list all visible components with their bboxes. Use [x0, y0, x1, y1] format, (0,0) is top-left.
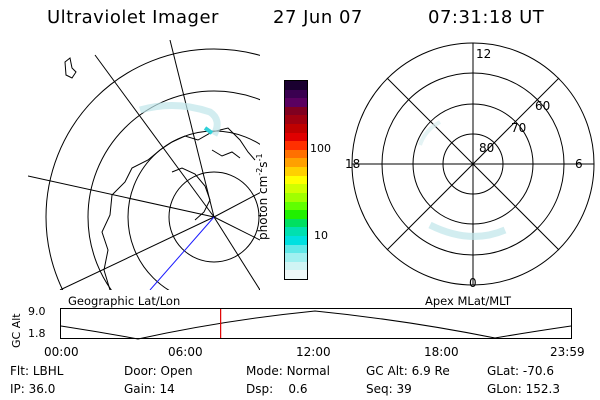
colorbar-tick-100: 100: [310, 142, 331, 155]
colorbar-segment: [285, 149, 307, 159]
glat-info: GLat: -70.6: [487, 364, 554, 378]
mode-info: Mode: Normal: [246, 364, 330, 378]
colorbar-segment: [285, 124, 307, 133]
colorbar-segment: [285, 261, 307, 271]
gc-alt-axis-label: GC Alt: [10, 313, 23, 348]
alt-tick-min: 1.8: [28, 327, 46, 340]
meridian-line: [169, 40, 215, 218]
colorbar-unit-label: photon cm-2s-1: [255, 153, 270, 240]
date-label: 27 Jun 07: [273, 7, 363, 28]
glon-info: GLon: 152.3: [487, 382, 560, 396]
colorbar-segment: [285, 184, 307, 193]
dsp-info: Dsp: 0.6: [246, 382, 308, 396]
seq-info: Seq: 39: [366, 382, 412, 396]
meridian-line: [213, 216, 260, 290]
colorbar-segment: [285, 81, 307, 90]
filter-info: Flt: LBHL: [10, 364, 64, 378]
meridian-line: [28, 175, 215, 218]
colorbar-segment: [285, 270, 307, 279]
latitude-circle: [45, 48, 260, 290]
colorbar-tick-10: 10: [314, 229, 328, 242]
colorbar-segment: [285, 253, 307, 262]
mlt-label-6: 6: [575, 157, 583, 171]
lat-label-80: 80: [479, 141, 494, 155]
meridian-line: [94, 54, 215, 218]
auroral-emission: [428, 221, 507, 240]
colorbar-segment: [285, 175, 307, 185]
colorbar-segment: [285, 235, 307, 245]
instrument-title: Ultraviolet Imager: [47, 7, 219, 28]
polar-plot: 12 0 18 6 60 70 80: [345, 42, 595, 290]
colorbar-segment: [285, 98, 307, 107]
time-tick-1200: 12:00: [296, 345, 331, 359]
colorbar-segment: [285, 132, 307, 142]
latitude-circle: [87, 90, 260, 290]
colorbar-segment: [285, 244, 307, 254]
lat-label-70: 70: [511, 121, 526, 135]
time-tick-0000: 00:00: [44, 345, 79, 359]
colorbar-segment: [285, 115, 307, 125]
alt-tick-max: 9.0: [28, 305, 46, 318]
lat-label-60: 60: [535, 99, 550, 113]
colorbar-segment: [285, 158, 307, 168]
meridian-line: [213, 216, 260, 241]
time-label: 07:31:18 UT: [428, 7, 545, 28]
mlt-label-0: 0: [469, 276, 477, 290]
gc-alt-info: GC Alt: 6.9 Re: [366, 364, 450, 378]
altitude-strip-frame: [60, 308, 572, 339]
altitude-curve: [60, 310, 572, 340]
colorbar: [284, 80, 308, 280]
colorbar-segment: [285, 192, 307, 202]
mlt-line: [386, 77, 560, 251]
colorbar-segment: [285, 210, 307, 219]
colorbar-segment: [285, 89, 307, 99]
meridian-line: [59, 216, 215, 290]
colorbar-segment: [285, 218, 307, 228]
time-tick-1800: 18:00: [424, 345, 459, 359]
mlt-label-18: 18: [345, 157, 360, 171]
coastline: [171, 167, 211, 221]
coastline: [211, 149, 241, 159]
geographic-panel-label: Geographic Lat/Lon: [68, 294, 181, 308]
latitude-circle: [168, 171, 260, 263]
ip-info: IP: 36.0: [10, 382, 56, 396]
apex-panel-label: Apex MLat/MLT: [425, 294, 512, 308]
colorbar-segment: [285, 141, 307, 150]
auroral-emission: [418, 120, 441, 146]
coastline: [101, 127, 256, 290]
colorbar-segment: [285, 106, 307, 116]
geographic-map: [28, 40, 260, 290]
auroral-emission: [139, 101, 221, 137]
meridian-line: [213, 192, 260, 218]
time-tick-0600: 06:00: [168, 345, 203, 359]
door-info: Door: Open: [124, 364, 193, 378]
colorbar-segment: [285, 201, 307, 211]
auroral-emission: [203, 126, 214, 135]
colorbar-segment: [285, 227, 307, 236]
time-tick-2359: 23:59: [550, 345, 585, 359]
colorbar-segment: [285, 167, 307, 176]
gain-info: Gain: 14: [124, 382, 175, 396]
altitude-strip: [60, 308, 572, 340]
coastline: [64, 57, 77, 79]
satellite-track: [149, 216, 215, 290]
mlt-label-12: 12: [476, 47, 491, 61]
